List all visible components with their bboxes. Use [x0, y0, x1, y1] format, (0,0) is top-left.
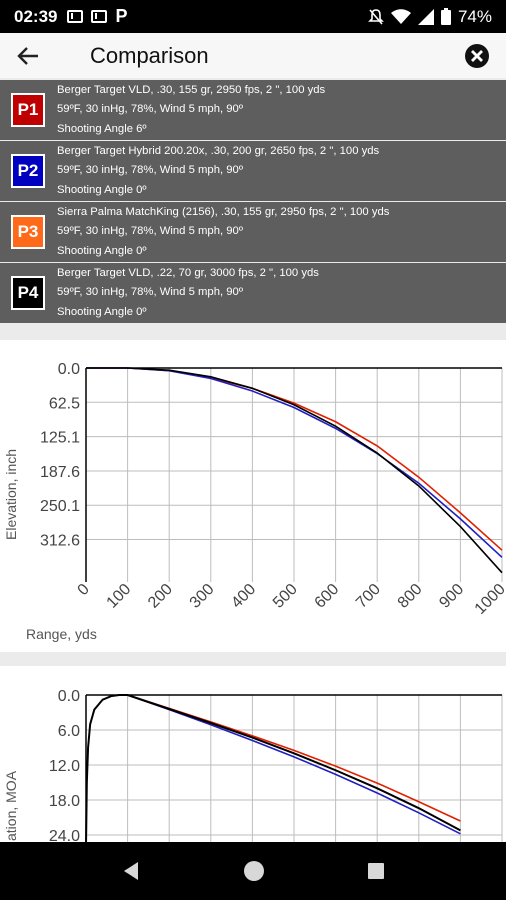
- profile-angle: Shooting Angle 0º: [57, 244, 147, 257]
- battery-icon: [440, 8, 451, 25]
- y-tick-label: 312.6: [40, 533, 80, 550]
- profile-angle: Shooting Angle 6º: [57, 122, 147, 135]
- profile-badge: P1: [11, 93, 45, 127]
- arrow-left-icon: [17, 46, 38, 65]
- gmail-icon: [91, 10, 108, 23]
- profile-bullet: Berger Target VLD, .30, 155 gr, 2950 fps…: [57, 83, 326, 96]
- profile-angle: Shooting Angle 0º: [57, 305, 147, 318]
- profile-conditions: 59ºF, 30 inHg, 78%, Wind 5 mph, 90º: [57, 103, 243, 116]
- profile-angle: Shooting Angle 0º: [57, 183, 147, 196]
- status-time: 02:39: [14, 6, 58, 26]
- profile-badge: P4: [11, 276, 45, 310]
- x-tick-label: 600: [312, 581, 343, 612]
- profile-conditions: 59ºF, 30 inHg, 78%, Wind 5 mph, 90º: [57, 164, 243, 177]
- gmail-icon: [67, 10, 84, 23]
- x-tick-label: 100: [104, 581, 135, 612]
- y-tick-label: 250.1: [40, 498, 80, 515]
- y-tick-label: 0.0: [58, 361, 80, 378]
- battery-percent: 74%: [457, 6, 492, 26]
- y-axis-title: Elevation, inch: [3, 449, 19, 540]
- navigation-bar: [0, 842, 506, 900]
- signal-icon: [417, 8, 434, 25]
- x-axis-title: Range, yds: [26, 626, 97, 642]
- p-app-icon: P: [115, 6, 128, 26]
- close-icon[interactable]: [464, 43, 490, 69]
- y-tick-label: 12.0: [49, 758, 80, 775]
- nav-back-icon[interactable]: [120, 860, 142, 882]
- y-tick-label: 24.0: [49, 828, 80, 845]
- moa-chart-card: 0.0 6.0 12.0 18.0 24.0 ation, MOA: [0, 666, 506, 846]
- x-tick-label: 1000: [472, 581, 506, 618]
- x-tick-label: 400: [228, 581, 259, 612]
- x-tick-label: 700: [353, 581, 384, 612]
- profile-bullet: Berger Target Hybrid 200.20x, .30, 200 g…: [57, 144, 380, 157]
- y-tick-label: 6.0: [58, 723, 80, 740]
- profile-conditions: 59ºF, 30 inHg, 78%, Wind 5 mph, 90º: [57, 286, 243, 299]
- profile-item-p4[interactable]: P4 Berger Target VLD, .22, 70 gr, 3000 f…: [0, 263, 506, 323]
- x-tick-label: 800: [395, 581, 426, 612]
- x-tick-label: 500: [270, 581, 301, 612]
- series-line-2: [86, 367, 503, 574]
- profile-bullet: Berger Target VLD, .22, 70 gr, 3000 fps,…: [57, 266, 319, 279]
- back-button[interactable]: [0, 33, 56, 78]
- nav-home-icon[interactable]: [242, 859, 266, 883]
- y-tick-label: 18.0: [49, 793, 80, 810]
- y-tick-label: 187.6: [40, 464, 80, 481]
- y-tick-label: 62.5: [49, 395, 80, 412]
- wifi-icon: [390, 8, 411, 24]
- moa-chart[interactable]: 0.0 6.0 12.0 18.0 24.0 ation, MOA: [0, 666, 506, 846]
- elevation-chart[interactable]: 0.0 62.5 125.1 187.6 250.1 312.6 0 100 200 300 400…: [0, 340, 506, 652]
- profile-item-p2[interactable]: P2 Berger Target Hybrid 200.20x, .30, 20…: [0, 141, 506, 201]
- y-tick-label: 125.1: [40, 430, 80, 447]
- mute-icon: [368, 8, 384, 25]
- x-tick-label: 300: [187, 581, 218, 612]
- series-line-2: [85, 694, 461, 846]
- y-axis-title: ation, MOA: [3, 770, 19, 841]
- profile-item-p3[interactable]: P3 Sierra Palma MatchKing (2156), .30, 1…: [0, 202, 506, 262]
- profile-list: P1 Berger Target VLD, .30, 155 gr, 2950 …: [0, 80, 506, 324]
- x-tick-label: 200: [145, 581, 176, 612]
- x-tick-label: 900: [436, 581, 467, 612]
- x-tick-label: 0: [75, 581, 93, 599]
- profile-badge: P2: [11, 154, 45, 188]
- page-title: Comparison: [90, 42, 209, 68]
- nav-recents-icon[interactable]: [366, 861, 386, 881]
- profile-badge: P3: [11, 215, 45, 249]
- elevation-chart-card: 0.0 62.5 125.1 187.6 250.1 312.6 0 100 200 300 400…: [0, 340, 506, 652]
- status-bar: 02:39 P 74%: [0, 0, 506, 33]
- profile-item-p1[interactable]: P1 Berger Target VLD, .30, 155 gr, 2950 …: [0, 80, 506, 140]
- y-tick-label: 0.0: [58, 688, 80, 705]
- profile-conditions: 59ºF, 30 inHg, 78%, Wind 5 mph, 90º: [57, 225, 243, 238]
- app-bar: Comparison: [0, 33, 506, 78]
- profile-bullet: Sierra Palma MatchKing (2156), .30, 155 …: [57, 205, 390, 218]
